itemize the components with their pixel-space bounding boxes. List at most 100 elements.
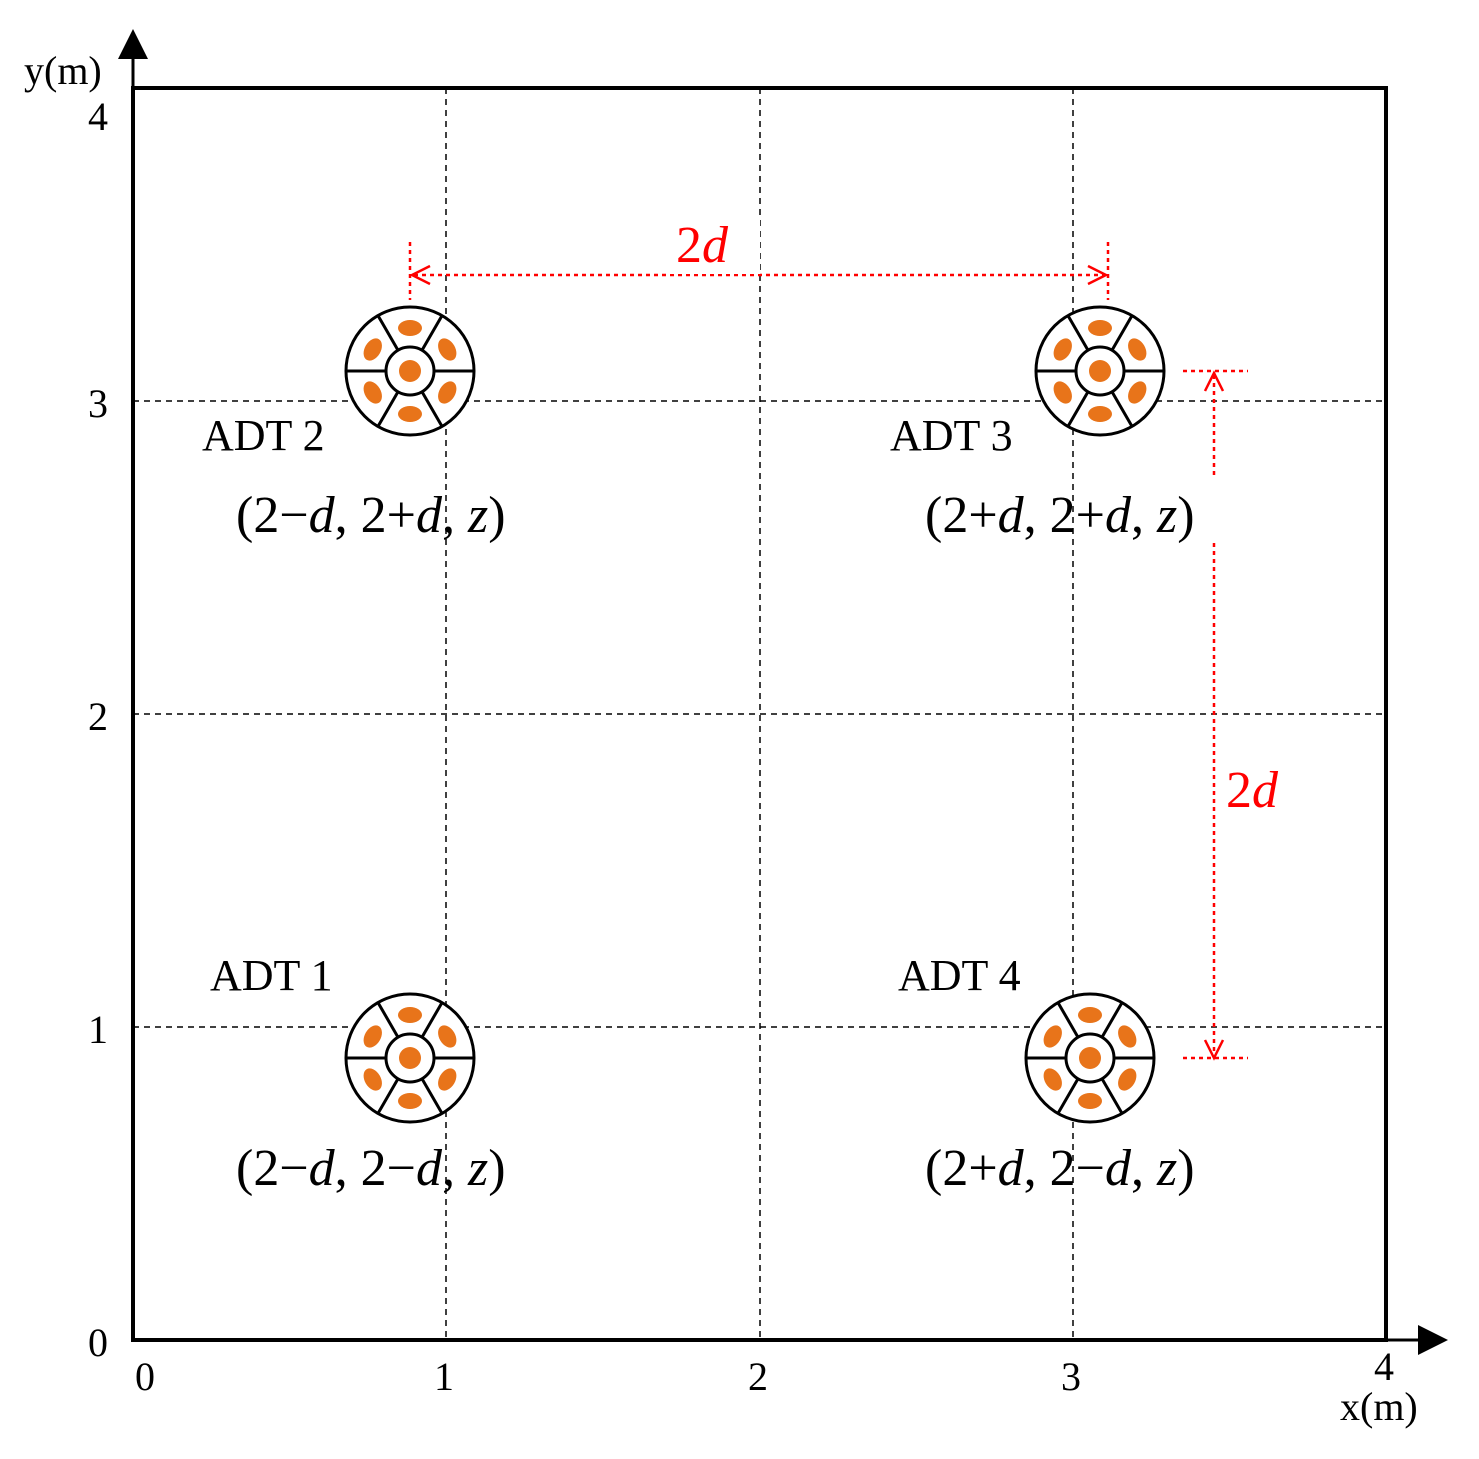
dimension-arrowhead — [1087, 264, 1109, 286]
array-microphone — [398, 1093, 422, 1109]
coordinate-segment: ) — [488, 1140, 505, 1197]
array-spoke — [1100, 1078, 1124, 1115]
dimension-arrowhead — [1203, 370, 1225, 392]
array-spoke — [376, 314, 400, 351]
array-microphone — [398, 1007, 422, 1023]
coordinate-segment: d — [1105, 487, 1132, 544]
array-spoke — [376, 1001, 400, 1038]
array-spoke — [376, 1078, 400, 1115]
array-microphone — [438, 381, 457, 404]
array-microphone — [1053, 381, 1072, 404]
coordinate-segment: (2− — [236, 487, 309, 544]
circular-microphone-array-icon — [1034, 305, 1166, 437]
y-tick-label: 3 — [88, 381, 108, 426]
array-microphone — [1118, 1068, 1137, 1091]
array-center-microphone — [1079, 1047, 1101, 1069]
array-microphone — [1088, 406, 1112, 422]
array-microphone — [1078, 1007, 1102, 1023]
array-center-microphone — [399, 360, 421, 382]
array-spoke — [376, 391, 400, 428]
y-tick-label: 1 — [88, 1007, 108, 1052]
coordinate-segment: d — [416, 1140, 443, 1197]
array-microphone — [1128, 338, 1147, 361]
x-tick-label: 0 — [135, 1354, 155, 1399]
array-microphone — [1128, 381, 1147, 404]
array-layer — [344, 305, 1166, 1124]
coordinate-segment: z — [1156, 1140, 1177, 1197]
y-tick-label: 4 — [88, 94, 108, 139]
array-microphone — [438, 338, 457, 361]
adt-coordinate: (2−d, 2−d, z) — [236, 1140, 506, 1197]
coordinate-segment: d — [998, 487, 1025, 544]
coordinate-segment: , — [1131, 1140, 1157, 1197]
x-tick-label: 1 — [434, 1354, 454, 1399]
vertical-dimension-label: 2d — [1226, 762, 1279, 819]
array-center-microphone — [399, 1047, 421, 1069]
array-microphone — [363, 1025, 382, 1048]
coordinate-segment: , — [442, 487, 468, 544]
coordinate-segment: d — [309, 1140, 336, 1197]
array-microphone — [1043, 1068, 1062, 1091]
array-microphone — [1078, 1093, 1102, 1109]
dimension-arrowhead — [1203, 1039, 1225, 1061]
y-tick-label: 0 — [88, 1320, 108, 1365]
array-microphone — [398, 320, 422, 336]
array-spoke — [1110, 391, 1134, 428]
coordinate-segment: , 2+ — [335, 487, 416, 544]
coordinate-segment: ) — [1177, 487, 1194, 544]
coordinate-segment: , — [442, 1140, 468, 1197]
dimension-label-bg — [668, 218, 760, 274]
coordinate-segment: ) — [488, 487, 505, 544]
array-microphone — [1043, 1025, 1062, 1048]
circular-microphone-array-icon — [344, 305, 476, 437]
coordinate-segment: (2− — [236, 1140, 309, 1197]
adt-label: ADT 2 — [202, 411, 325, 460]
array-microphone — [438, 1025, 457, 1048]
array-center-microphone — [1089, 360, 1111, 382]
array-spoke — [1110, 314, 1134, 351]
adt-coordinate: (2+d, 2+d, z) — [925, 487, 1195, 544]
array-spoke — [1066, 314, 1090, 351]
array-microphone — [1118, 1025, 1137, 1048]
adt-coordinate: (2+d, 2−d, z) — [925, 1140, 1195, 1197]
y-axis-label: y(m) — [24, 48, 102, 93]
coordinate-segment: d — [998, 1140, 1025, 1197]
coordinate-segment: z — [467, 487, 488, 544]
circular-microphone-array-icon — [1024, 992, 1156, 1124]
coordinate-segment: ) — [1177, 1140, 1194, 1197]
x-axis-label: x(m) — [1340, 1384, 1418, 1429]
array-microphone — [363, 381, 382, 404]
array-microphone — [398, 406, 422, 422]
coordinate-segment: d — [416, 487, 443, 544]
array-microphone — [1088, 320, 1112, 336]
adt-coordinate: (2−d, 2+d, z) — [236, 487, 506, 544]
array-spoke — [420, 314, 444, 351]
array-microphone — [1053, 338, 1072, 361]
x-tick-label: 2 — [748, 1354, 768, 1399]
x-tick-label: 4 — [1374, 1344, 1394, 1389]
array-spoke — [1066, 391, 1090, 428]
coordinate-segment: z — [467, 1140, 488, 1197]
x-tick-label: 3 — [1061, 1354, 1081, 1399]
coordinate-segment: (2+ — [925, 487, 998, 544]
coordinate-segment: , — [1131, 487, 1157, 544]
adt-label: ADT 1 — [210, 951, 333, 1000]
coordinate-segment: d — [1105, 1140, 1132, 1197]
array-spoke — [1100, 1001, 1124, 1038]
array-spoke — [420, 1001, 444, 1038]
coordinate-segment: d — [309, 487, 336, 544]
coordinate-segment: (2+ — [925, 1140, 998, 1197]
array-spoke — [420, 391, 444, 428]
y-tick-label: 2 — [88, 694, 108, 739]
array-spoke — [1056, 1001, 1080, 1038]
adt-label: ADT 4 — [898, 951, 1021, 1000]
circular-microphone-array-icon — [344, 992, 476, 1124]
array-microphone — [363, 1068, 382, 1091]
adt-label: ADT 3 — [890, 411, 1013, 460]
coordinate-segment: z — [1156, 487, 1177, 544]
horizontal-dimension-label: 2d — [676, 217, 729, 274]
horizontal-dimension — [408, 242, 1110, 300]
dimension-arrowhead — [409, 264, 431, 286]
array-microphone — [363, 338, 382, 361]
